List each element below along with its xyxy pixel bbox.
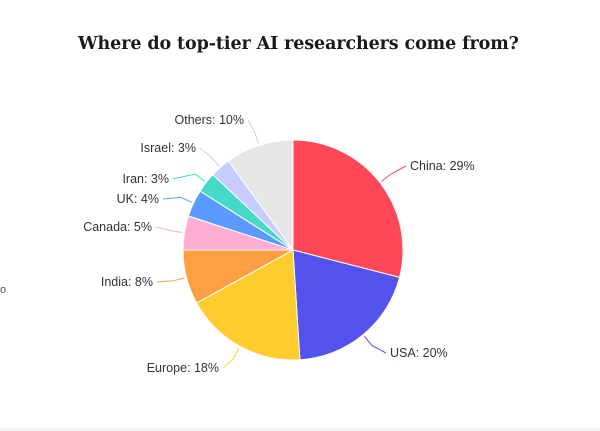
pie-slice-china	[292, 139, 404, 278]
cropped-edge-glyph: o	[0, 284, 7, 296]
leader-line-china	[381, 165, 407, 182]
slice-label-others: Others: 10%	[175, 113, 244, 127]
pie-slice-others	[227, 139, 294, 252]
bottom-divider	[0, 428, 600, 431]
slice-label-china: China: 29%	[410, 159, 475, 173]
leader-line-europe	[222, 347, 240, 369]
leader-line-india	[156, 277, 185, 283]
pie-slices	[182, 139, 404, 361]
pie-leader-lines	[155, 119, 407, 369]
leader-line-others	[247, 119, 259, 144]
leader-line-usa	[364, 335, 387, 354]
leader-line-uk	[162, 196, 192, 203]
slice-label-iran: Iran: 3%	[122, 172, 169, 186]
leader-line-iran	[172, 173, 205, 182]
slice-label-usa: USA: 20%	[390, 346, 448, 360]
slice-label-uk: UK: 4%	[117, 192, 159, 206]
leader-line-israel	[199, 147, 220, 167]
pie-slice-usa	[292, 249, 401, 361]
slice-label-europe: Europe: 18%	[147, 361, 219, 375]
pie-slice-europe	[195, 249, 301, 361]
slice-label-india: India: 8%	[101, 275, 153, 289]
leader-line-canada	[155, 226, 183, 233]
chart-title: Where do top-tier AI researchers come fr…	[78, 34, 519, 54]
slice-label-israel: Israel: 3%	[140, 141, 196, 155]
slice-label-canada: Canada: 5%	[83, 220, 152, 234]
pie-slice-labels: China: 29% USA: 20% Europe: 18% India: 8% Ca…	[83, 113, 474, 375]
